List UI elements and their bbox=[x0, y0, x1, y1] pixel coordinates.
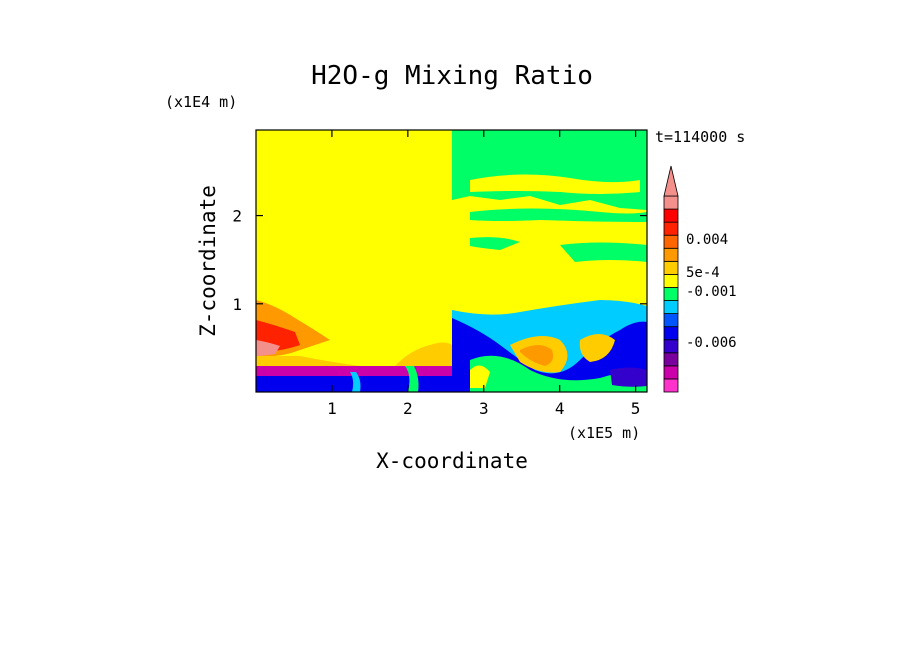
colorbar-segment bbox=[663, 378, 679, 393]
colorbar-segment bbox=[663, 247, 679, 262]
colorbar: 0.004 5e-4 -0.001 -0.006 bbox=[663, 165, 737, 393]
colorbar-segment bbox=[663, 339, 679, 354]
chart-title: H2O-g Mixing Ratio bbox=[311, 61, 593, 91]
colorbar-segment bbox=[663, 195, 679, 210]
colorbar-extend-arrow bbox=[663, 165, 679, 197]
colorbar-label: 5e-4 bbox=[686, 265, 720, 281]
colorbar-segment bbox=[663, 260, 679, 275]
x-unit-label: (x1E5 m) bbox=[568, 424, 640, 442]
colorbar-segment bbox=[663, 326, 679, 341]
colorbar-segment bbox=[663, 273, 679, 288]
plot-frame bbox=[255, 129, 648, 393]
x-tick-label: 5 bbox=[631, 399, 641, 418]
colorbar-segment bbox=[663, 313, 679, 328]
colorbar-segment bbox=[663, 365, 679, 380]
colorbar-label: 0.004 bbox=[686, 232, 728, 248]
y-tick-label: 2 bbox=[232, 207, 242, 226]
colorbar-label: -0.001 bbox=[686, 284, 737, 300]
y-tick-label: 1 bbox=[232, 295, 242, 314]
time-label: t=114000 s bbox=[655, 128, 745, 146]
colorbar-segment bbox=[663, 221, 679, 236]
x-axis-label: X-coordinate bbox=[376, 449, 528, 473]
y-axis-label: Z-coordinate bbox=[196, 185, 220, 337]
x-tick-label: 4 bbox=[555, 399, 565, 418]
colorbar-segment bbox=[663, 300, 679, 314]
x-tick-label: 3 bbox=[479, 399, 489, 418]
y-unit-label: (x1E4 m) bbox=[165, 93, 237, 111]
colorbar-segment bbox=[663, 208, 679, 223]
colorbar-segment bbox=[663, 234, 679, 249]
x-tick-label: 2 bbox=[403, 399, 413, 418]
colorbar-segment bbox=[663, 287, 679, 301]
heatmap-field bbox=[256, 130, 647, 392]
colorbar-segment bbox=[663, 352, 679, 367]
x-tick-label: 1 bbox=[327, 399, 337, 418]
axis-ticks: 1 2 3 4 5 1 2 bbox=[232, 130, 647, 418]
colorbar-label: -0.006 bbox=[686, 335, 737, 351]
